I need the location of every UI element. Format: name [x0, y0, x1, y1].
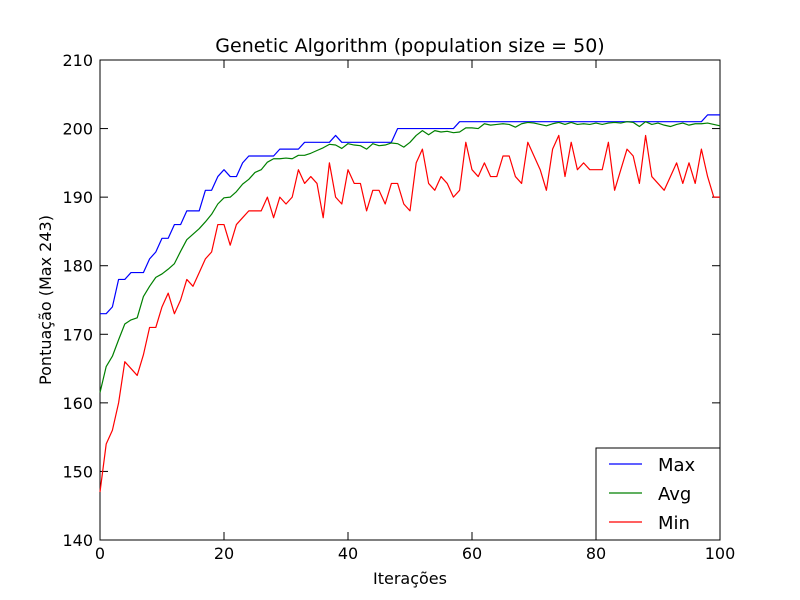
chart-title: Genetic Algorithm (population size = 50): [215, 35, 604, 57]
legend-label-min: Min: [658, 513, 690, 534]
legend: Max Avg Min: [595, 447, 721, 541]
ticks-group: 0 20 40 60 80 100 140 150 160 170 180 190 200 210: [62, 51, 735, 563]
series-line-min: [99, 134, 720, 493]
y-tick-label: 180: [62, 257, 93, 276]
x-tick-label: 100: [705, 544, 736, 563]
y-tick-label: 190: [62, 188, 93, 207]
x-tick-label: 20: [214, 544, 234, 563]
series-line-avg: [99, 121, 721, 393]
lines-group: [99, 114, 721, 493]
legend-box: [595, 447, 721, 541]
x-axis-label: Iterações: [373, 569, 447, 588]
y-tick-label: 170: [62, 325, 93, 344]
y-tick-label: 150: [62, 462, 93, 481]
legend-label-avg: Avg: [658, 484, 691, 505]
y-tick-label: 210: [62, 51, 93, 70]
y-tick-label: 160: [62, 394, 93, 413]
y-tick-label: 140: [62, 531, 93, 550]
y-tick-label: 200: [62, 120, 93, 139]
y-axis-label: Pontuação (Max 243): [36, 215, 55, 385]
x-tick-label: 80: [586, 544, 606, 563]
x-tick-label: 60: [462, 544, 482, 563]
x-tick-label: 0: [95, 544, 105, 563]
legend-label-max: Max: [658, 455, 696, 476]
series-line-max: [100, 114, 720, 315]
x-tick-label: 40: [338, 544, 358, 563]
